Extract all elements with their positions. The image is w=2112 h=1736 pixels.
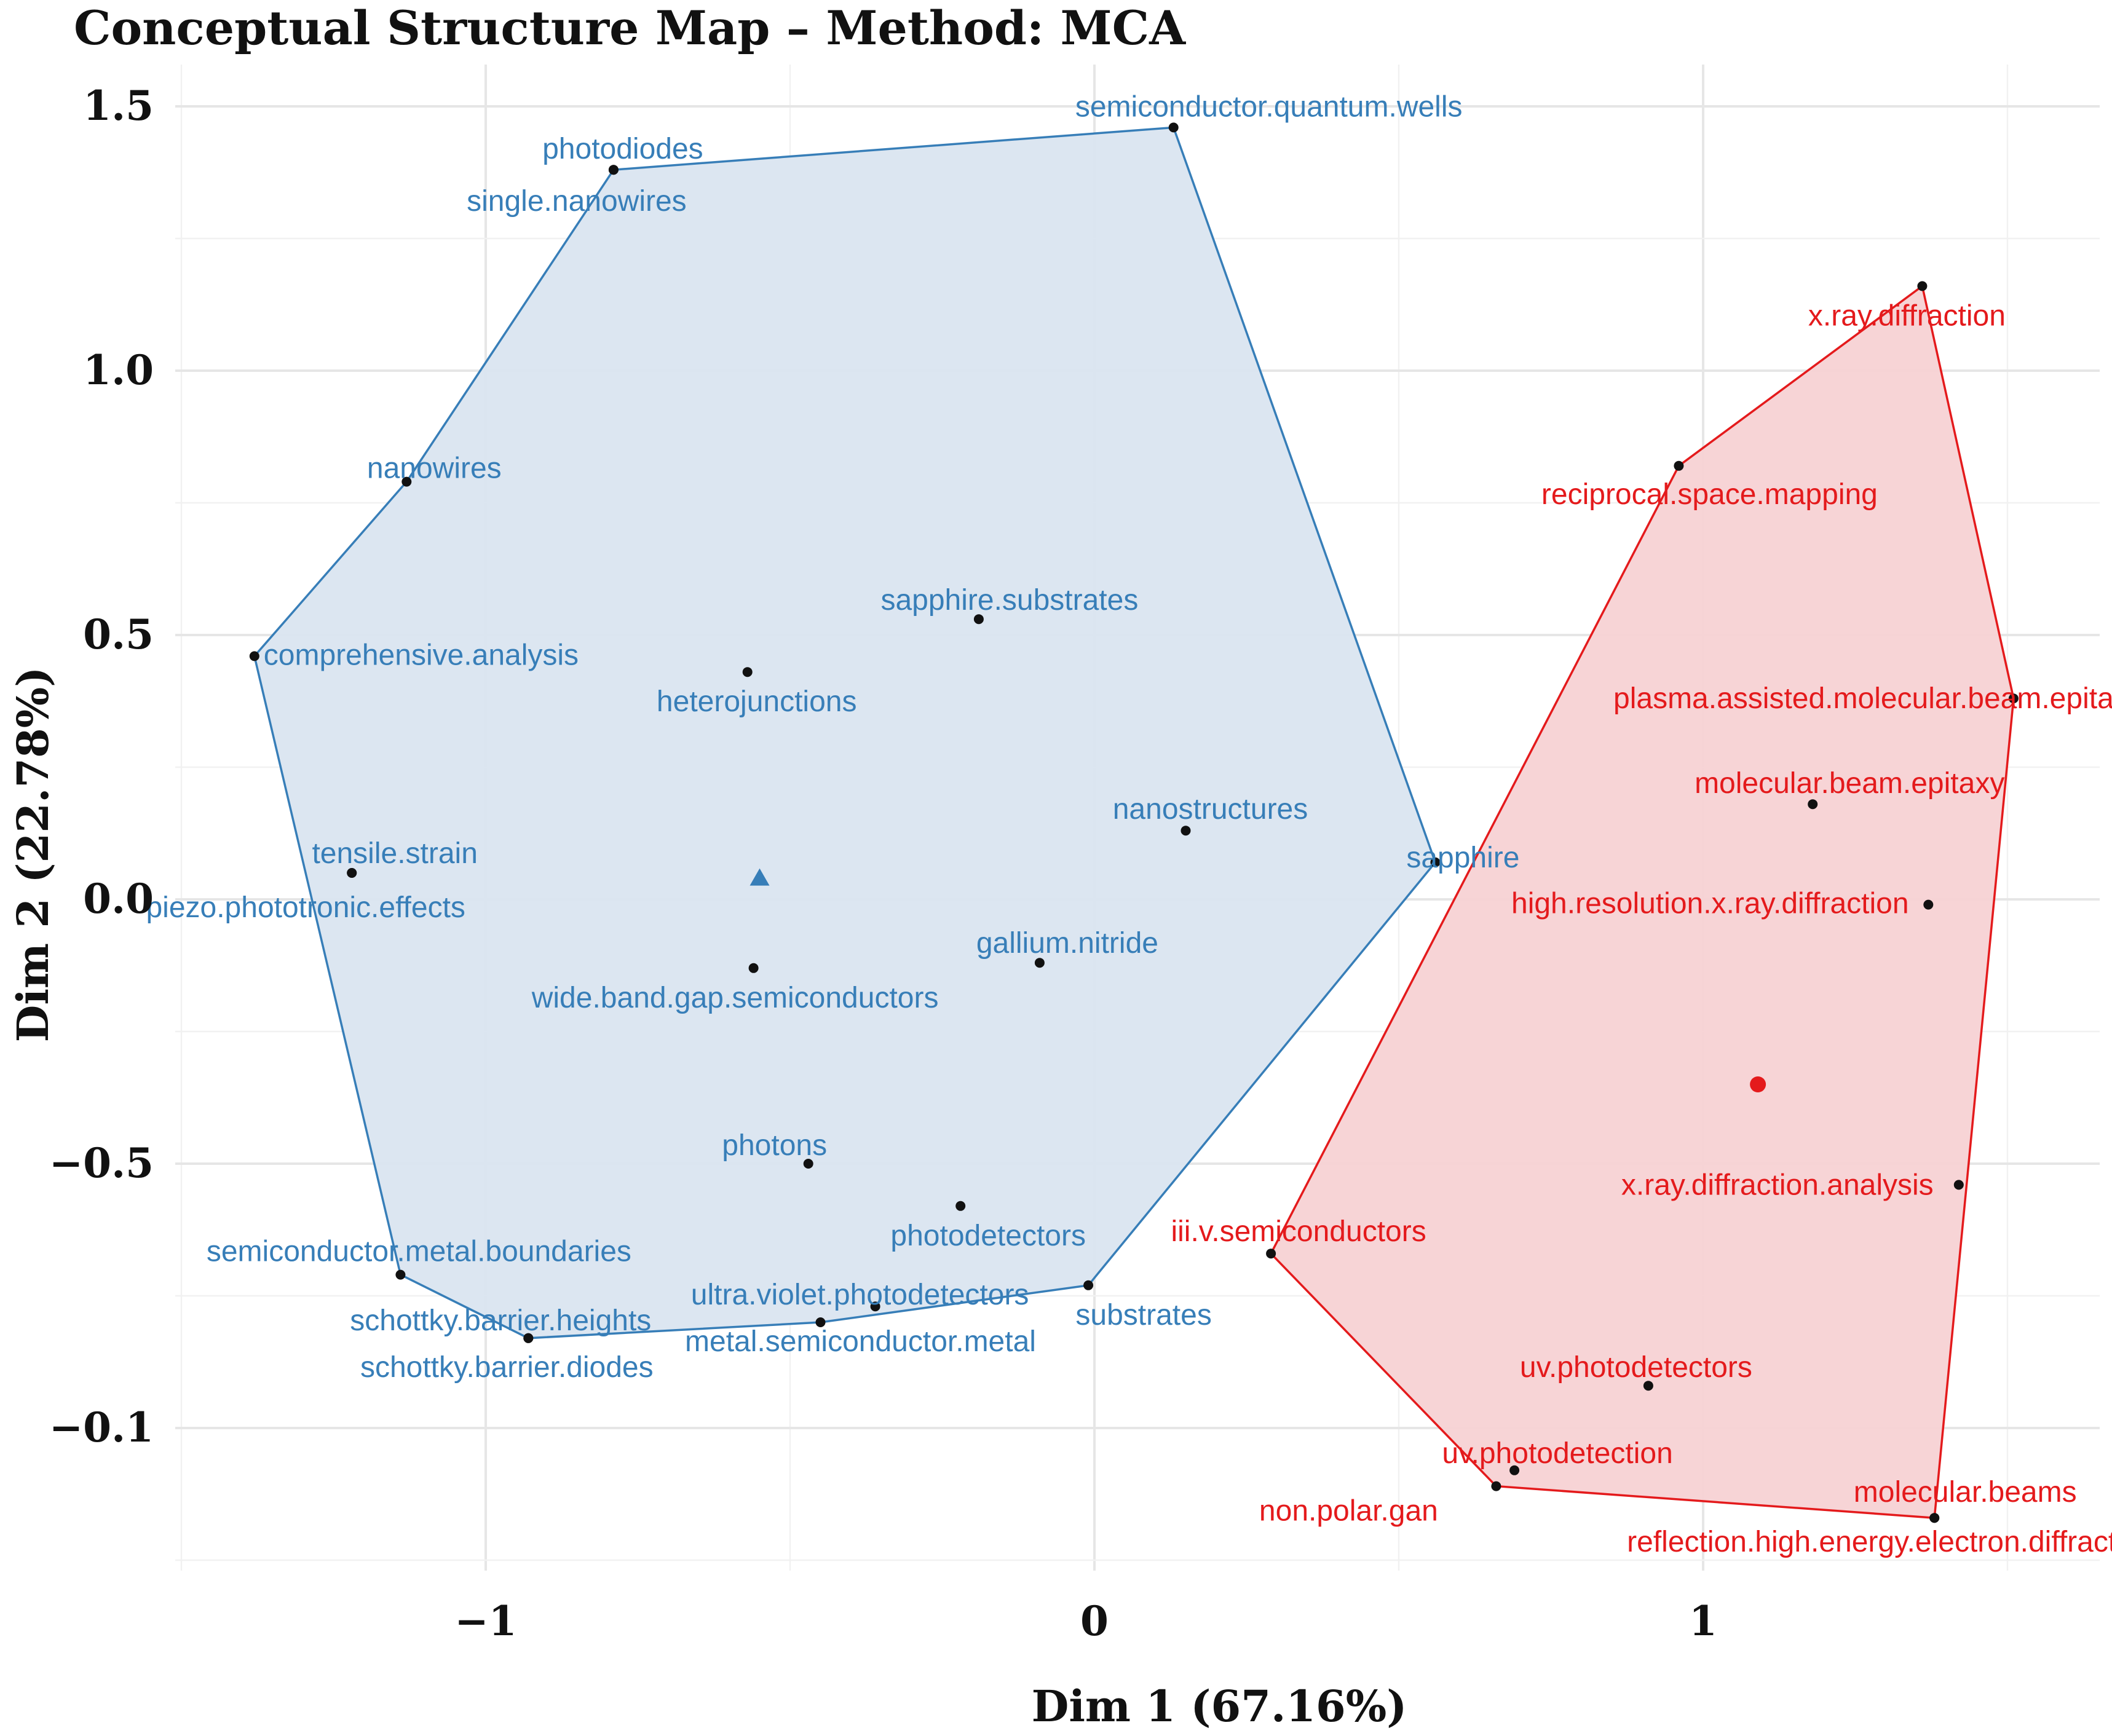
point-label: molecular.beam.epitaxy bbox=[1695, 767, 2004, 800]
point-label: schottky.barrier.heights bbox=[350, 1304, 651, 1337]
point-label: reflection.high.energy.electron.diffract… bbox=[1627, 1526, 2112, 1558]
point-label: nanostructures bbox=[1113, 793, 1308, 826]
point-label: substrates bbox=[1075, 1299, 1211, 1332]
data-point bbox=[1034, 958, 1045, 968]
y-tick-label: 1.5 bbox=[83, 82, 154, 130]
point-label: metal.semiconductor.metal bbox=[685, 1325, 1036, 1358]
data-point bbox=[1923, 899, 1934, 910]
point-label: photons bbox=[722, 1129, 827, 1162]
data-point bbox=[1430, 857, 1441, 867]
point-label: uv.photodetectors bbox=[1520, 1351, 1752, 1384]
point-label: non.polar.gan bbox=[1259, 1495, 1438, 1528]
data-point bbox=[523, 1333, 534, 1343]
point-label: x.ray.diffraction bbox=[1808, 299, 2006, 332]
data-point bbox=[1917, 281, 1928, 291]
point-label: semiconductor.quantum.wells bbox=[1075, 90, 1463, 123]
point-labels: semiconductor.quantum.wells photodiodes si… bbox=[146, 90, 2112, 1558]
chart-title: Conceptual Structure Map – Method: MCA bbox=[74, 1, 1186, 55]
data-point bbox=[973, 614, 984, 625]
point-label: heterojunctions bbox=[657, 685, 857, 718]
point-label: ultra.violet.photodetectors bbox=[691, 1279, 1029, 1311]
data-point bbox=[742, 667, 753, 677]
x-tick-label: 0 bbox=[1080, 1597, 1109, 1645]
data-point bbox=[870, 1301, 880, 1312]
data-point bbox=[803, 1159, 813, 1169]
data-point bbox=[401, 476, 412, 487]
x-axis-ticks: −1 0 1 bbox=[454, 1597, 1717, 1645]
data-point bbox=[1674, 460, 1684, 471]
data-point bbox=[1266, 1249, 1276, 1259]
data-point bbox=[1929, 1513, 1940, 1523]
point-label: sapphire.substrates bbox=[880, 584, 1138, 617]
data-point bbox=[1808, 799, 1818, 810]
data-point bbox=[1083, 1280, 1094, 1290]
data-point bbox=[608, 165, 619, 175]
data-point bbox=[1643, 1381, 1653, 1391]
y-axis-ticks: 1.5 1.0 0.5 0.0 −0.5 −0.1 bbox=[49, 82, 154, 1451]
point-label: piezo.phototronic.effects bbox=[146, 891, 465, 924]
data-point bbox=[1953, 1180, 1964, 1190]
point-label: gallium.nitride bbox=[976, 927, 1158, 960]
point-label: reciprocal.space.mapping bbox=[1541, 478, 1878, 511]
data-point bbox=[955, 1201, 966, 1211]
point-label: nanowires bbox=[367, 452, 502, 485]
data-point bbox=[1491, 1481, 1501, 1491]
point-label: x.ray.diffraction.analysis bbox=[1621, 1169, 1934, 1201]
data-point bbox=[815, 1317, 826, 1327]
data-point bbox=[748, 963, 759, 973]
data-point bbox=[347, 868, 357, 878]
point-label: photodiodes bbox=[542, 133, 703, 165]
point-label: plasma.assisted.molecular.beam.epitaxy bbox=[1613, 682, 2112, 715]
point-label: photodetectors bbox=[890, 1220, 1086, 1252]
cluster-2-centroid bbox=[1750, 1076, 1766, 1092]
data-point bbox=[1509, 1465, 1520, 1475]
point-label: tensile.strain bbox=[312, 837, 477, 870]
cluster-1-centroid bbox=[749, 868, 770, 886]
y-tick-label: −0.5 bbox=[49, 1139, 154, 1187]
data-point bbox=[395, 1269, 406, 1280]
y-axis-title: Dim 2 (22.78%) bbox=[7, 667, 58, 1043]
x-tick-label: 1 bbox=[1689, 1597, 1717, 1645]
point-label: molecular.beams bbox=[1854, 1476, 2077, 1509]
x-axis-title: Dim 1 (67.16%) bbox=[1032, 1681, 1407, 1732]
data-point bbox=[1181, 826, 1191, 836]
y-tick-label: 0.5 bbox=[83, 610, 154, 658]
point-label: schottky.barrier.diodes bbox=[360, 1351, 654, 1384]
data-point bbox=[2008, 693, 2019, 704]
data-point bbox=[249, 651, 259, 661]
cluster-1-hull bbox=[253, 126, 1437, 1339]
cluster-centroids bbox=[749, 868, 1766, 1092]
point-label: single.nanowires bbox=[467, 185, 687, 218]
point-label: comprehensive.analysis bbox=[264, 639, 579, 671]
data-points bbox=[249, 122, 2019, 1523]
cluster-hulls bbox=[253, 126, 2015, 1520]
y-tick-label: −0.1 bbox=[49, 1403, 154, 1451]
x-tick-label: −1 bbox=[454, 1597, 516, 1645]
point-label: semiconductor.metal.boundaries bbox=[207, 1236, 631, 1268]
point-label: uv.photodetection bbox=[1442, 1437, 1672, 1470]
point-label: wide.band.gap.semiconductors bbox=[531, 982, 939, 1014]
y-tick-label: 0.0 bbox=[83, 875, 154, 923]
point-label: high.resolution.x.ray.diffraction bbox=[1511, 888, 1909, 920]
point-label: iii.v.semiconductors bbox=[1171, 1215, 1426, 1248]
data-point bbox=[1168, 122, 1179, 133]
y-tick-label: 1.0 bbox=[83, 346, 154, 394]
point-label: sapphire bbox=[1406, 842, 1519, 874]
